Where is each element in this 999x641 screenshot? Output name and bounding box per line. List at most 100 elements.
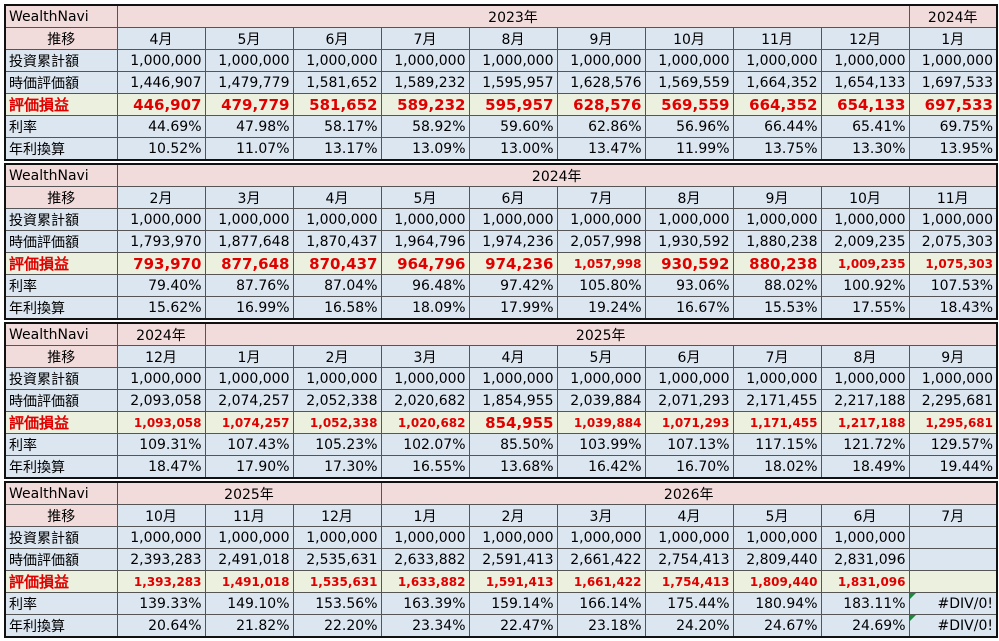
value-cell: 16.58%: [292, 296, 382, 320]
value-cell: 1,000,000: [556, 208, 646, 231]
value-cell: 1,754,413: [644, 570, 734, 593]
row-label: 利率: [4, 115, 118, 138]
value-cell: 180.94%: [732, 592, 822, 615]
value-cell: 1,052,338: [292, 411, 382, 434]
row-label: 投資累計額: [4, 526, 118, 549]
value-cell: 96.48%: [380, 274, 470, 297]
value-cell: 1,000,000: [292, 208, 382, 231]
month-header: 3月: [556, 504, 646, 527]
year-header: 2024年: [908, 4, 998, 28]
value-cell: 1,877,648: [204, 230, 294, 253]
value-cell: 2,491,018: [204, 548, 294, 571]
value-cell: 1,930,592: [644, 230, 734, 253]
value-cell: 22.20%: [292, 614, 382, 638]
year-row: WealthNavi 2024年 2025年: [4, 322, 998, 346]
header-label: WealthNavi: [4, 481, 118, 505]
value-cell: 59.60%: [468, 115, 558, 138]
value-cell: 569,559: [644, 93, 734, 116]
month-row: 推移 10月 11月 12月 1月 2月 3月 4月 5月 6月 7月: [4, 504, 998, 527]
value-cell: 1,000,000: [292, 367, 382, 390]
value-cell: 793,970: [116, 252, 206, 275]
value-cell: 2,071,293: [644, 389, 734, 412]
value-cell: 1,000,000: [292, 526, 382, 549]
value-cell: 153.56%: [292, 592, 382, 615]
value-cell: 589,232: [380, 93, 470, 116]
value-cell: 1,809,440: [732, 570, 822, 593]
value-cell: 2,093,058: [116, 389, 206, 412]
value-cell: 1,000,000: [908, 367, 998, 390]
data-row: 評価損益 446,907 479,779 581,652 589,232 595,957 6…: [4, 93, 998, 116]
summary-table: WealthNavi 2023年 2024年 推移 4月 5月 6月 7月 8月 9月 10月 11月…: [4, 4, 998, 161]
value-cell: 2,295,681: [908, 389, 998, 412]
row-label: 利率: [4, 592, 118, 615]
value-cell: 69.75%: [908, 115, 998, 138]
year-header: 2023年: [116, 4, 910, 28]
value-cell: 107.53%: [908, 274, 998, 297]
value-cell: 1,000,000: [468, 208, 558, 231]
value-cell: 21.82%: [204, 614, 294, 638]
value-cell: 1,000,000: [468, 49, 558, 72]
value-cell: 2,009,235: [820, 230, 910, 253]
value-cell: 109.31%: [116, 433, 206, 456]
data-row: 利率 139.33% 149.10% 153.56% 163.39% 159.14% 166…: [4, 592, 998, 615]
value-cell: 16.55%: [380, 455, 470, 479]
value-cell: 16.99%: [204, 296, 294, 320]
value-cell: 19.24%: [556, 296, 646, 320]
value-cell: 102.07%: [380, 433, 470, 456]
row-label: 投資累計額: [4, 208, 118, 231]
value-cell: 24.20%: [644, 614, 734, 638]
value-cell: 107.13%: [644, 433, 734, 456]
month-header: 12月: [292, 504, 382, 527]
value-cell: 581,652: [292, 93, 382, 116]
value-cell: 2,831,096: [820, 548, 910, 571]
month-header: 5月: [556, 345, 646, 368]
data-row: 年利換算 10.52% 11.07% 13.17% 13.09% 13.00% 13.47%…: [4, 137, 998, 161]
value-cell: 1,000,000: [204, 49, 294, 72]
month-header: 5月: [204, 27, 294, 50]
value-cell: 1,595,957: [468, 71, 558, 94]
value-cell: 1,000,000: [732, 526, 822, 549]
year-header: 2024年: [116, 163, 998, 187]
value-cell: 1,000,000: [644, 526, 734, 549]
value-cell: 2,171,455: [732, 389, 822, 412]
value-cell: 1,000,000: [644, 49, 734, 72]
month-header: 7月: [556, 186, 646, 209]
month-header: 2月: [116, 186, 206, 209]
data-row: 利率 44.69% 47.98% 58.17% 58.92% 59.60% 62.86% 56…: [4, 115, 998, 138]
value-cell: 1,000,000: [116, 208, 206, 231]
value-cell: 1,569,559: [644, 71, 734, 94]
value-cell: 1,000,000: [204, 526, 294, 549]
row-label: 時価評価額: [4, 71, 118, 94]
value-cell: 664,352: [732, 93, 822, 116]
value-cell: 854,955: [468, 411, 558, 434]
month-header: 1月: [204, 345, 294, 368]
value-cell: 1,000,000: [468, 526, 558, 549]
value-cell: 2,075,303: [908, 230, 998, 253]
value-cell: 870,437: [292, 252, 382, 275]
value-cell: 2,809,440: [732, 548, 822, 571]
value-cell: 56.96%: [644, 115, 734, 138]
month-header: 4月: [116, 27, 206, 50]
value-cell: 23.18%: [556, 614, 646, 638]
value-cell: 13.68%: [468, 455, 558, 479]
data-row: 時価評価額 2,093,058 2,074,257 2,052,338 2,020,68…: [4, 389, 998, 412]
month-header: 2月: [468, 504, 558, 527]
value-cell: 2,393,283: [116, 548, 206, 571]
month-header: 8月: [820, 345, 910, 368]
value-cell: 62.86%: [556, 115, 646, 138]
value-cell: 105.23%: [292, 433, 382, 456]
value-cell: 175.44%: [644, 592, 734, 615]
row-label: 年利換算: [4, 296, 118, 320]
value-cell: 1,000,000: [820, 367, 910, 390]
value-cell: 47.98%: [204, 115, 294, 138]
data-row: 時価評価額 2,393,283 2,491,018 2,535,631 2,633,88…: [4, 548, 998, 571]
value-cell: 16.67%: [644, 296, 734, 320]
summary-table: WealthNavi 2025年 2026年 推移 10月 11月 12月 1月 2月 3月 4月 5…: [4, 481, 998, 638]
value-cell: 58.17%: [292, 115, 382, 138]
month-header: 6月: [468, 186, 558, 209]
value-cell: 1,880,238: [732, 230, 822, 253]
month-header: 6月: [644, 345, 734, 368]
row-label-header: 推移: [4, 27, 118, 50]
value-cell: 446,907: [116, 93, 206, 116]
value-cell: 2,535,631: [292, 548, 382, 571]
